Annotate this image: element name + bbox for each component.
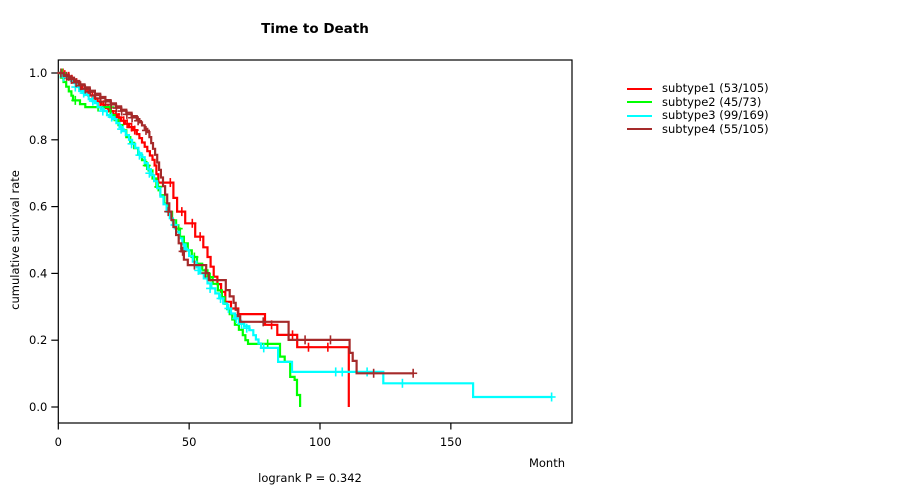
- logrank-annotation: logrank P = 0.342: [258, 471, 362, 485]
- km-step-line-subtype1: [58, 71, 350, 407]
- legend-item: subtype1 (53/105): [627, 81, 769, 96]
- x-tick-label: 150: [440, 435, 462, 449]
- censor-marks-subtype4: [56, 68, 418, 378]
- censor-marks-subtype2: [57, 68, 272, 349]
- x-axis-title: Month: [528, 456, 565, 470]
- y-tick-label: 0.4: [29, 266, 47, 280]
- legend-item: subtype2 (45/73): [627, 94, 769, 110]
- km-step-line-subtype4: [58, 71, 414, 375]
- y-tick-label: 0.0: [29, 400, 47, 414]
- x-tick-label: 50: [182, 435, 197, 449]
- y-tick-label: 1.0: [29, 66, 47, 80]
- legend-label-subtype2: subtype2 (45/73): [662, 94, 762, 109]
- survival-curve-subtype4: [56, 68, 418, 378]
- legend-item: subtype3 (99/169): [627, 108, 769, 123]
- y-tick-label: 0.2: [29, 333, 47, 347]
- legend-swatch-subtype2: [627, 101, 652, 104]
- legend-label-subtype4: subtype4 (55/105): [662, 121, 769, 136]
- y-tick-label: 0.8: [29, 133, 47, 147]
- x-axis: 0 50 100 150: [55, 423, 462, 449]
- x-tick-label: 0: [55, 435, 62, 449]
- survival-curve-subtype1: [58, 68, 350, 407]
- legend-swatch-subtype1: [627, 87, 652, 90]
- legend-label-subtype3: subtype3 (99/169): [662, 108, 769, 122]
- y-axis-title: cumulative survival rate: [8, 170, 22, 310]
- chart-title: Time to Death: [261, 21, 369, 37]
- plot-frame: [57, 59, 573, 424]
- y-tick-label: 0.6: [29, 200, 47, 214]
- legend-item: subtype4 (55/105): [627, 121, 769, 137]
- y-axis: 0.0 0.2 0.4 0.6 0.8 1.0: [29, 66, 59, 414]
- censor-marks-subtype3: [59, 72, 556, 402]
- legend-swatch-subtype4: [627, 128, 652, 131]
- legend-label-subtype1: subtype1 (53/105): [662, 81, 769, 95]
- legend-swatch-subtype3: [627, 114, 652, 117]
- legend: subtype1 (53/105) subtype2 (45/73) subty…: [627, 81, 769, 137]
- x-tick-label: 100: [309, 435, 331, 449]
